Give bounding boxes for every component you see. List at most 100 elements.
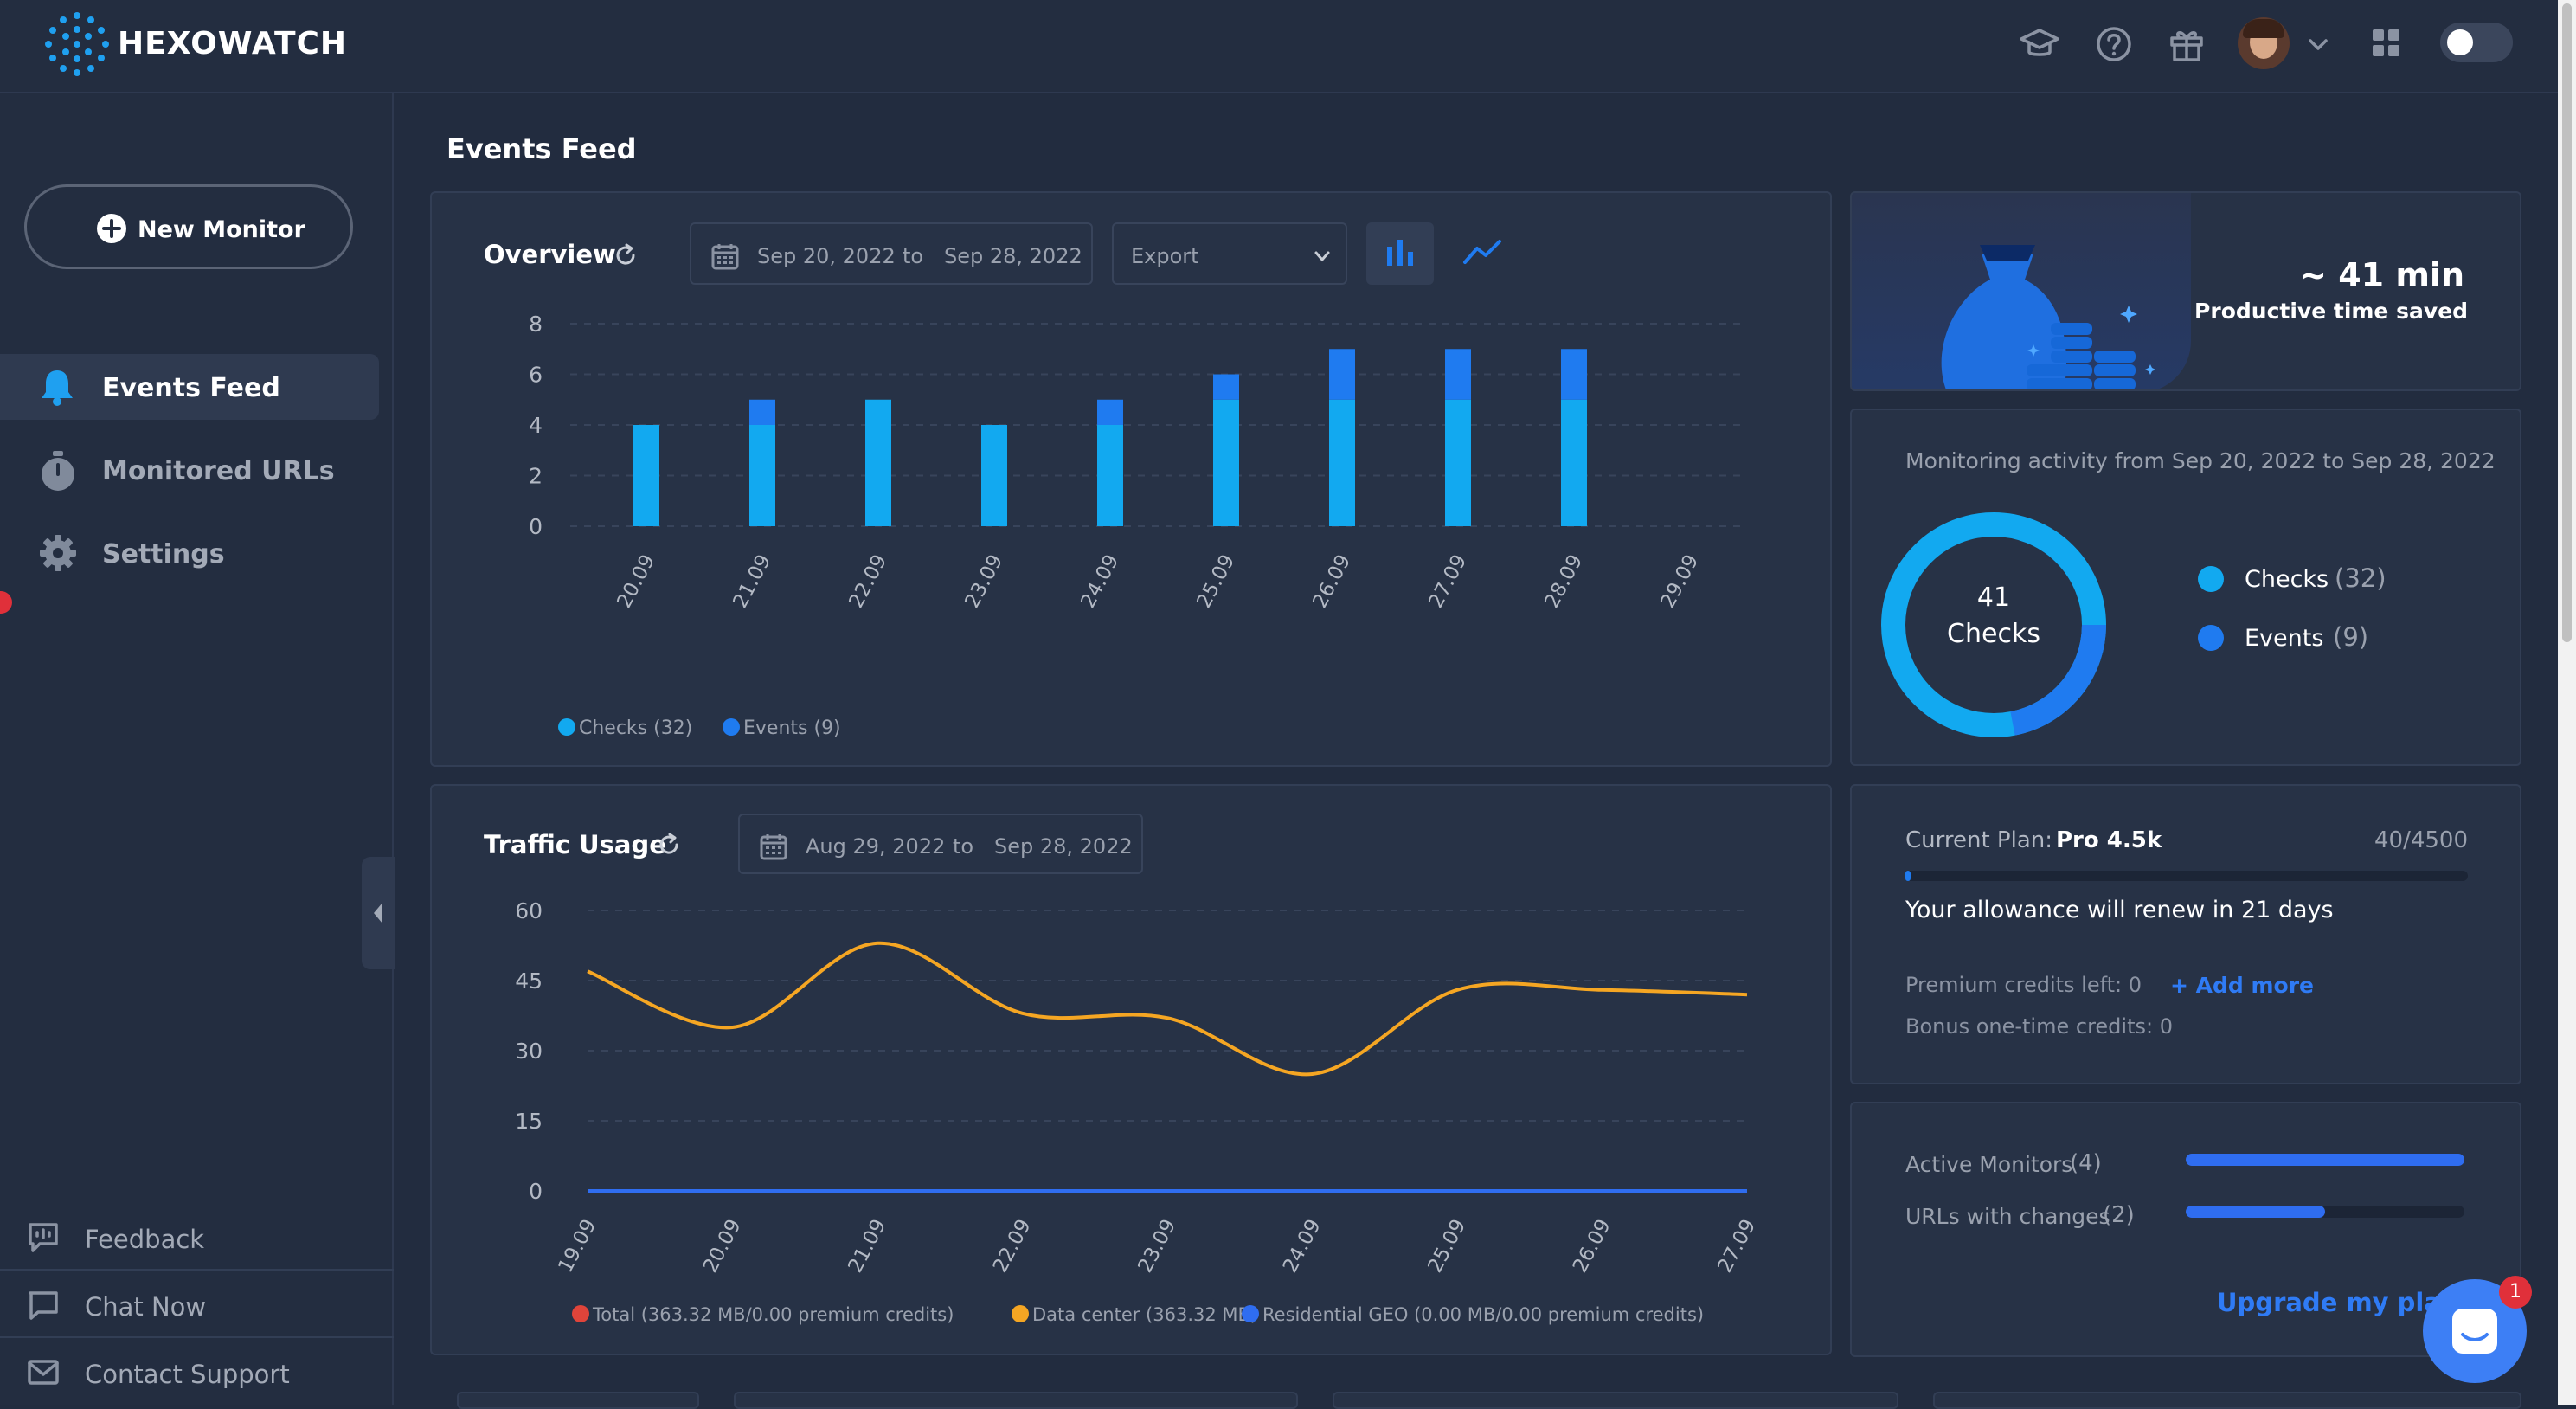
chevron-down-icon (1314, 251, 1330, 262)
urls-changes-label: URLs with changes (1905, 1204, 2110, 1229)
toggle-knob (2447, 29, 2473, 55)
monitoring-activity-panel: Monitoring activity from Sep 20, 2022 to… (1850, 409, 2521, 766)
bar-checks (1097, 425, 1123, 526)
add-more-link[interactable]: + Add more (2170, 973, 2315, 998)
x-tick-label: 25.09 (1423, 1216, 1470, 1277)
collapse-sidebar-button[interactable] (362, 857, 395, 969)
theme-toggle[interactable] (2440, 23, 2513, 62)
chevron-down-icon[interactable] (2305, 31, 2331, 57)
plan-usage-bar (1905, 871, 2468, 881)
date-from: Aug 29, 2022 (806, 834, 946, 859)
legend-marker (1242, 1305, 1259, 1322)
x-tick-label: 27.09 (1713, 1216, 1760, 1277)
hexowatch-logo-icon (45, 12, 109, 76)
time-saved-label: Productive time saved (2194, 299, 2468, 324)
sidebar: New Monitor Events Feed Monitored URLs (0, 93, 395, 1406)
gift-icon[interactable] (2165, 23, 2208, 66)
sidebar-item-settings[interactable]: Settings (0, 520, 379, 586)
refresh-icon[interactable] (612, 241, 639, 269)
legend-checks-label: Checks (2245, 566, 2329, 593)
brand-name: HEXOWATCH (118, 26, 348, 61)
x-tick-label: 22.09 (845, 551, 891, 612)
date-to: Sep 28, 2022 (994, 834, 1133, 859)
sidebar-item-label: Settings (102, 539, 225, 569)
legend-label: Total (363.32 MB/0.00 premium credits) (592, 1304, 954, 1325)
plan-name: Pro 4.5k (2056, 827, 2162, 853)
overview-date-range[interactable]: Sep 20, 2022 to Sep 28, 2022 (690, 222, 1093, 285)
gear-icon (40, 535, 76, 571)
bar-chart-icon (1387, 240, 1413, 266)
bar-checks (1561, 399, 1587, 526)
overview-panel: Overview Sep 20, 2022 to Sep 28, 2022 Ex… (430, 191, 1832, 767)
bar-checks (865, 399, 891, 526)
active-monitors-label: Active Monitors (1905, 1152, 2073, 1177)
bar-checks (1329, 399, 1355, 526)
x-tick-label: 28.09 (1540, 551, 1587, 612)
y-tick-label: 30 (515, 1039, 543, 1064)
chat-launcher-button[interactable] (2423, 1279, 2527, 1383)
date-from: Sep 20, 2022 (757, 244, 896, 268)
legend-checks-dot (2198, 566, 2224, 592)
avatar[interactable] (2238, 17, 2290, 69)
refresh-icon[interactable] (655, 831, 683, 859)
x-tick-label: 25.09 (1192, 551, 1239, 612)
apps-grid-icon[interactable] (2369, 26, 2404, 61)
scrollbar-thumb[interactable] (2562, 3, 2572, 642)
x-tick-label: 29.09 (1656, 551, 1703, 612)
calendar-icon (760, 834, 787, 860)
bar-checks (1213, 399, 1239, 526)
sidebar-footer-feedback[interactable]: Feedback (0, 1203, 394, 1271)
plus-circle-icon (97, 214, 126, 243)
upgrade-plan-link[interactable]: Upgrade my plan (2217, 1288, 2459, 1317)
x-tick-label: 27.09 (1424, 551, 1471, 612)
bar-events (1561, 349, 1587, 400)
donut-label: Checks (1947, 619, 2040, 649)
donut-events-segment (1881, 512, 2106, 737)
x-tick-label: 26.09 (1569, 1216, 1616, 1277)
x-tick-label: 20.09 (699, 1216, 746, 1277)
sidebar-item-label: Events Feed (102, 373, 280, 403)
bar-events (1445, 349, 1471, 400)
chat-bubble-icon (2452, 1309, 2497, 1354)
export-dropdown[interactable]: Export (1112, 222, 1347, 285)
sidebar-footer-chat[interactable]: Chat Now (0, 1271, 394, 1338)
sidebar-footer-label: Contact Support (85, 1360, 290, 1389)
notification-dot (0, 591, 12, 614)
active-monitors-bar (2186, 1154, 2464, 1166)
bar-chart-toggle[interactable] (1366, 222, 1434, 285)
mail-icon (28, 1360, 59, 1385)
line-data-center (587, 941, 1748, 1077)
legend-marker (572, 1305, 589, 1322)
x-tick-label: 21.09 (844, 1216, 890, 1277)
card-stub (734, 1392, 1298, 1409)
help-icon[interactable] (2092, 23, 2136, 66)
top-bar: HEXOWATCH (0, 0, 2576, 93)
urls-changes-bar (2186, 1206, 2464, 1218)
chat-badge: 1 (2499, 1276, 2532, 1309)
active-monitors-count: (4) (2070, 1150, 2102, 1176)
calendar-icon (711, 244, 739, 270)
y-tick-label: 6 (529, 363, 543, 388)
legend-marker (1012, 1305, 1029, 1322)
new-monitor-button[interactable]: New Monitor (24, 184, 353, 269)
sidebar-item-events-feed[interactable]: Events Feed (0, 354, 379, 420)
scrollbar-track[interactable] (2558, 0, 2576, 1405)
legend-marker (723, 718, 740, 736)
y-tick-label: 8 (529, 312, 543, 337)
x-tick-label: 20.09 (613, 551, 659, 612)
x-tick-label: 23.09 (960, 551, 1007, 612)
card-stub (457, 1392, 699, 1409)
premium-credits-text: Premium credits left: 0 (1905, 973, 2142, 997)
traffic-date-range[interactable]: Aug 29, 2022 to Sep 28, 2022 (738, 814, 1143, 874)
bar-checks (1445, 399, 1471, 526)
x-tick-label: 24.09 (1076, 551, 1123, 612)
line-chart-toggle-icon[interactable] (1461, 236, 1503, 267)
card-stub (1333, 1392, 1898, 1409)
new-monitor-label: New Monitor (138, 216, 305, 243)
graduation-cap-icon[interactable] (2018, 23, 2061, 66)
money-bag-icon (1941, 245, 2155, 389)
sidebar-item-monitored-urls[interactable]: Monitored URLs (0, 437, 379, 503)
sidebar-footer-contact-support[interactable]: Contact Support (0, 1338, 394, 1406)
chevron-left-icon (374, 903, 382, 923)
y-tick-label: 0 (529, 514, 543, 539)
